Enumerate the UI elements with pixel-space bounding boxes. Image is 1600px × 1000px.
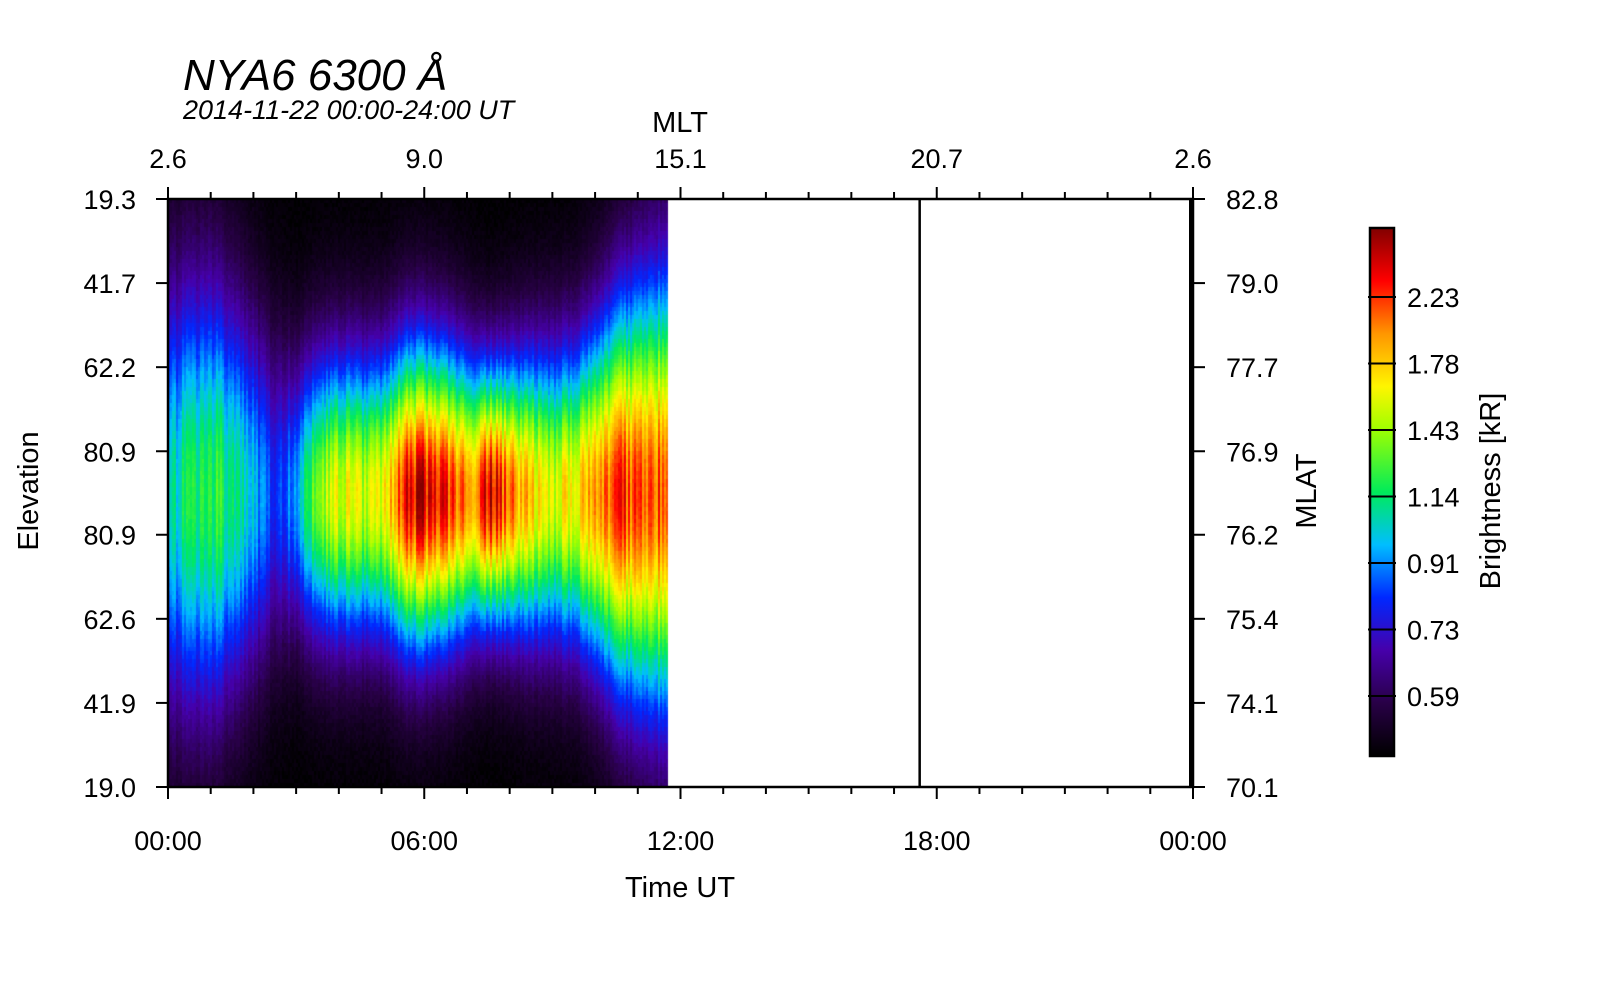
x-tick-label: 06:00 [390,826,458,856]
right-tick-label: 70.1 [1226,773,1279,803]
x-tick-label: 00:00 [1159,826,1227,856]
colorbar-tick-label: 1.43 [1407,416,1460,446]
top-tick-label: 9.0 [405,144,443,174]
y-tick-label: 80.9 [83,437,136,467]
right-axis-title: MLAT [1291,453,1323,528]
heatmap-image [168,199,1193,787]
x-axis-title: Time UT [625,872,735,904]
chart-subtitle: 2014-11-22 00:00-24:00 UT [182,95,517,125]
right-tick-label: 76.9 [1226,437,1279,467]
y-axis-title: Elevation [13,431,45,550]
colorbar-title: Brightness [kR] [1475,393,1507,590]
x-tick-label: 00:00 [134,826,202,856]
right-tick-label: 77.7 [1226,353,1279,383]
y-tick-label: 41.7 [83,269,136,299]
colorbar-tick-label: 0.73 [1407,616,1460,646]
right-tick-label: 75.4 [1226,605,1279,635]
colorbar-tick-label: 2.23 [1407,283,1460,313]
colorbar-bar [1368,226,1396,758]
axes: 00:00 06:00 12:00 18:00 00:00 2.6 9.0 15.1 20.7 2… [83,144,1278,856]
colorbar-tick-label: 1.78 [1407,350,1460,380]
x-tick-label: 12:00 [647,826,715,856]
right-tick-label: 74.1 [1226,689,1279,719]
y-tick-label: 80.9 [83,521,136,551]
y-tick-label: 62.6 [83,605,136,635]
right-tick-label: 82.8 [1226,185,1279,215]
y-tick-label: 62.2 [83,353,136,383]
top-tick-label: 2.6 [1174,144,1212,174]
heatmap-plot [168,199,1193,787]
colorbar-tick-label: 1.14 [1407,483,1460,513]
colorbar-tick-label: 0.91 [1407,549,1460,579]
colorbar: 2.23 1.78 1.43 1.14 0.91 0.73 0.59 [1368,226,1460,758]
y-tick-label: 19.3 [83,185,136,215]
y-tick-label: 19.0 [83,773,136,803]
y-tick-label: 41.9 [83,689,136,719]
x-tick-label: 18:00 [903,826,971,856]
top-axis-title: MLT [652,107,708,139]
top-tick-label: 2.6 [149,144,187,174]
top-tick-label: 20.7 [910,144,963,174]
top-tick-label: 15.1 [654,144,707,174]
right-tick-label: 79.0 [1226,269,1279,299]
chart-title: NYA6 6300 Å [183,51,447,100]
colorbar-tick-label: 0.59 [1407,682,1460,712]
right-tick-label: 76.2 [1226,521,1279,551]
